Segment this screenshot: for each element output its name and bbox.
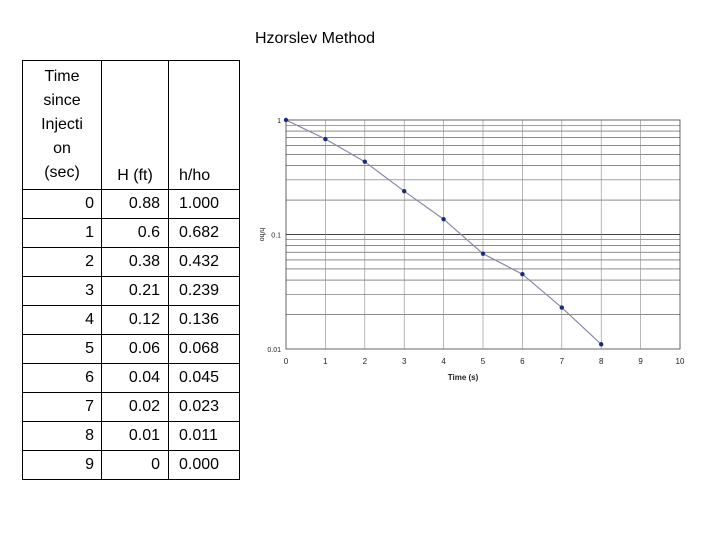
data-point [362, 159, 367, 164]
x-tick-label: 6 [520, 357, 525, 366]
cell-ratio: 0.136 [168, 305, 240, 335]
cell-ratio: 0.011 [168, 421, 240, 451]
x-tick-label: 1 [323, 357, 328, 366]
x-tick-label: 9 [638, 357, 643, 366]
table-row: 5 0.06 0.068 [22, 334, 240, 364]
data-point [480, 251, 486, 256]
table-row: 4 0.12 0.136 [22, 305, 240, 335]
x-tick-label: 8 [599, 357, 604, 366]
cell-h: 0.12 [101, 305, 169, 335]
cell-ratio: 0.068 [168, 334, 240, 364]
x-tick-label: 0 [284, 357, 289, 366]
cell-ratio: 0.432 [168, 247, 240, 277]
y-axis-label: h/ho [258, 228, 265, 242]
data-point [441, 217, 446, 222]
header-ratio: h/ho [168, 60, 240, 190]
data-point [599, 342, 604, 347]
cell-time: 2 [22, 247, 102, 277]
cell-time: 0 [22, 189, 102, 219]
cell-h: 0.38 [101, 247, 169, 277]
data-point [283, 117, 289, 123]
cell-time: 6 [22, 363, 102, 393]
data-table: Time since Injecti on (sec) H (ft) h/ho … [22, 60, 240, 480]
cell-time: 1 [22, 218, 102, 248]
table-row: 6 0.04 0.045 [22, 363, 240, 393]
cell-ratio: 0.239 [168, 276, 240, 306]
cell-time: 7 [22, 392, 102, 422]
header-h: H (ft) [101, 60, 169, 190]
cell-h: 0 [101, 450, 169, 480]
cell-ratio: 0.023 [168, 392, 240, 422]
decay-chart: 0 1 2 3 4 5 6 7 8 9 10 1 0.1 0.01 Time (s) h/ho [258, 117, 685, 382]
x-tick-label: 10 [676, 357, 685, 366]
header-time: Time since Injecti on (sec) [22, 60, 102, 190]
cell-ratio: 0.000 [168, 450, 240, 480]
cell-time: 5 [22, 334, 102, 364]
y-tick-label: 0.1 [271, 233, 281, 240]
cell-h: 0.88 [101, 189, 169, 219]
x-tick-label: 3 [402, 357, 407, 366]
data-point [402, 188, 407, 194]
x-tick-label: 2 [363, 357, 368, 366]
x-axis-label: Time (s) [448, 373, 479, 382]
table-row: 7 0.02 0.023 [22, 392, 240, 422]
cell-time: 3 [22, 276, 102, 306]
table-row: 2 0.38 0.432 [22, 247, 240, 277]
cell-time: 8 [22, 421, 102, 451]
cell-ratio: 0.045 [168, 363, 240, 393]
table-header-row: Time since Injecti on (sec) H (ft) h/ho [22, 60, 240, 190]
cell-h: 0.02 [101, 392, 169, 422]
cell-ratio: 0.682 [168, 218, 240, 248]
cell-ratio: 1.000 [168, 189, 240, 219]
cell-time: 4 [22, 305, 102, 335]
data-point [323, 136, 328, 142]
table-row: 9 0 0.000 [22, 450, 240, 480]
cell-h: 0.04 [101, 363, 169, 393]
cell-time: 9 [22, 450, 102, 480]
table-row: 1 0.6 0.682 [22, 218, 240, 248]
cell-h: 0.6 [101, 218, 169, 248]
table-row: 0 0.88 1.000 [22, 189, 240, 219]
cell-h: 0.01 [101, 421, 169, 451]
table-row: 8 0.01 0.011 [22, 421, 240, 451]
y-tick-label: 1 [277, 118, 281, 125]
y-tick-label: 0.01 [267, 347, 281, 354]
table-row: 3 0.21 0.239 [22, 276, 240, 306]
data-point [559, 305, 564, 310]
cell-h: 0.06 [101, 334, 169, 364]
x-tick-label: 7 [560, 357, 565, 366]
data-point [520, 272, 525, 277]
page-title: Hzorslev Method [254, 30, 376, 47]
x-tick-label: 5 [481, 357, 486, 366]
x-tick-label: 4 [441, 357, 446, 366]
cell-h: 0.21 [101, 276, 169, 306]
